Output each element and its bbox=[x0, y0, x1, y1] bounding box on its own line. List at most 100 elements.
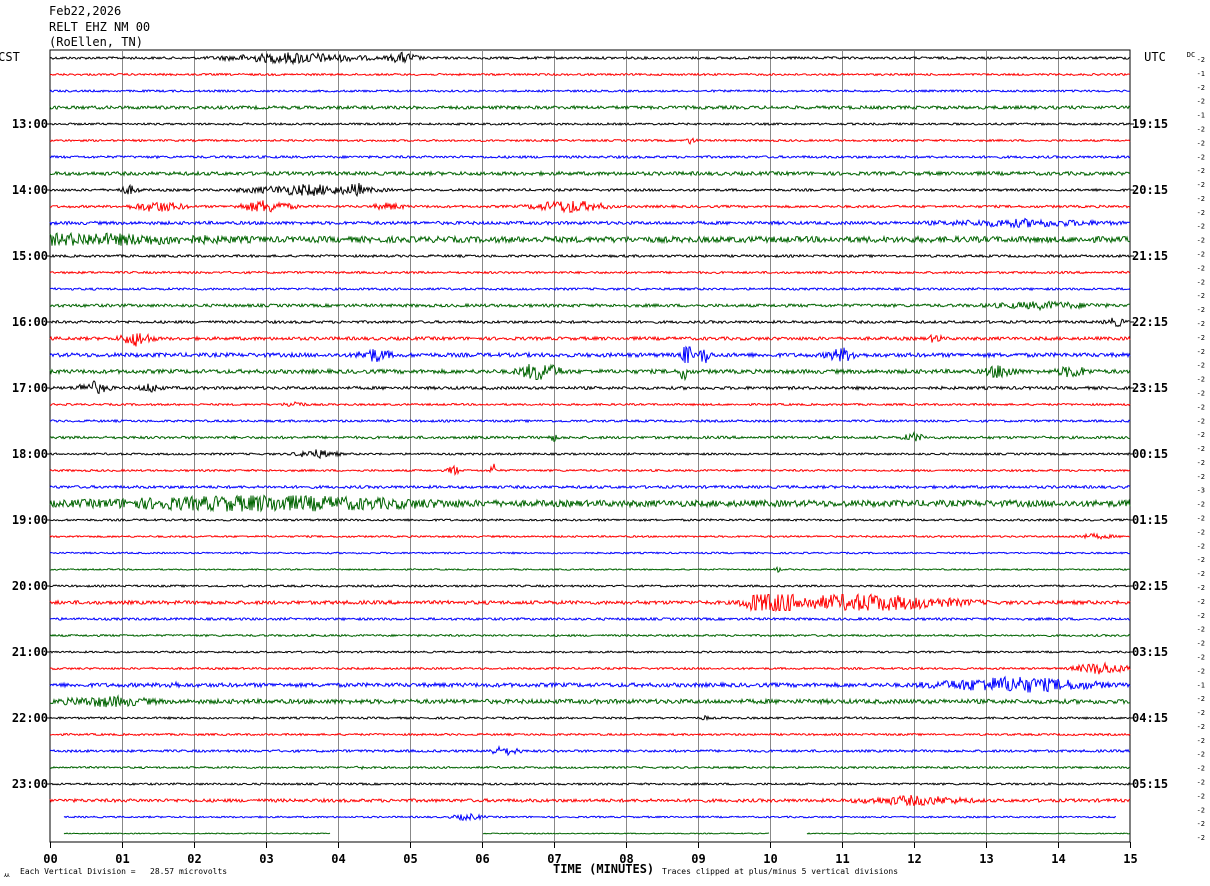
right-hour-label: 20:15 bbox=[1132, 183, 1168, 197]
dc-offset-label: -2 bbox=[1197, 306, 1205, 314]
dc-offset-label: -2 bbox=[1197, 723, 1205, 731]
x-tick-label: 13 bbox=[979, 852, 993, 866]
dc-offset-label: -2 bbox=[1197, 56, 1205, 64]
dc-offset-label: -2 bbox=[1197, 445, 1205, 453]
dc-offset-label: -2 bbox=[1197, 612, 1205, 620]
seismic-trace bbox=[49, 317, 1130, 328]
x-tick-label: 02 bbox=[187, 852, 201, 866]
seismic-trace bbox=[49, 170, 1131, 177]
dc-offset-label: -2 bbox=[1197, 209, 1205, 217]
dc-offset-label: -2 bbox=[1197, 223, 1205, 231]
header-location: (RoEllen, TN) bbox=[49, 35, 143, 49]
chart-grid bbox=[46, 49, 1134, 848]
right-hour-label: 21:15 bbox=[1132, 249, 1168, 263]
seismic-trace bbox=[49, 51, 1131, 66]
seismic-trace bbox=[49, 217, 1131, 229]
right-hour-label: 05:15 bbox=[1132, 777, 1168, 791]
right-hour-label: 02:15 bbox=[1132, 579, 1168, 593]
dc-offset-label: -2 bbox=[1197, 195, 1205, 203]
seismic-trace bbox=[49, 286, 1131, 292]
seismic-trace bbox=[49, 714, 1131, 722]
right-hour-label: 19:15 bbox=[1132, 117, 1168, 131]
chart-labels: 00 01 02 03 04 05 06 07 08 09 10 11 12 13 14 15 CST UTC DC… bbox=[0, 50, 1205, 866]
chart-traces bbox=[49, 51, 1131, 835]
dc-offset-label: -2 bbox=[1197, 376, 1205, 384]
dc-offset-label: -2 bbox=[1197, 556, 1205, 564]
dc-offset-label: -2 bbox=[1197, 765, 1205, 773]
dc-offset-label: -2 bbox=[1197, 667, 1205, 675]
dc-offset-label: -2 bbox=[1197, 264, 1205, 272]
left-axis-title: CST bbox=[0, 50, 20, 64]
seismic-trace bbox=[50, 253, 1131, 259]
dc-offset-label: -2 bbox=[1197, 528, 1205, 536]
x-axis-title: TIME (MINUTES) bbox=[553, 862, 655, 876]
dc-label: DC bbox=[1187, 51, 1195, 59]
dc-offset-label: -2 bbox=[1197, 820, 1205, 828]
footer-clipping-note: Traces clipped at plus/minus 5 vertical … bbox=[662, 867, 899, 876]
dc-offset-label: -2 bbox=[1197, 348, 1205, 356]
seismic-trace bbox=[49, 345, 1131, 364]
x-tick-label: 12 bbox=[907, 852, 921, 866]
x-tick-label: 00 bbox=[43, 852, 57, 866]
dc-offset-label: -2 bbox=[1197, 167, 1205, 175]
seismic-trace bbox=[49, 449, 1131, 460]
seismic-trace bbox=[49, 732, 1131, 737]
right-hour-label: 23:15 bbox=[1132, 381, 1168, 395]
seismic-trace bbox=[49, 104, 1131, 111]
dc-offset-label: -2 bbox=[1197, 501, 1205, 509]
seismic-trace bbox=[49, 137, 1131, 145]
dc-offset-label: -3 bbox=[1197, 487, 1205, 495]
seismic-trace bbox=[49, 494, 1131, 513]
dc-offset-label: -2 bbox=[1197, 389, 1205, 397]
right-hour-label: 01:15 bbox=[1132, 513, 1168, 527]
left-hour-label: 20:00 bbox=[12, 579, 48, 593]
dc-offset-label: -2 bbox=[1197, 320, 1205, 328]
seismic-trace bbox=[49, 401, 1131, 407]
right-hour-label: 03:15 bbox=[1132, 645, 1168, 659]
left-hour-label: 13:00 bbox=[12, 117, 48, 131]
seismic-trace bbox=[49, 154, 1131, 160]
dc-offset-label: -2 bbox=[1197, 584, 1205, 592]
dc-offset-label: -2 bbox=[1197, 695, 1205, 703]
dc-offset-label: -2 bbox=[1197, 251, 1205, 259]
seismic-trace bbox=[49, 121, 1131, 127]
footer-vertical-division: Each Vertical Division = 28.57 microvolt… bbox=[20, 867, 228, 876]
seismic-trace bbox=[49, 532, 1131, 540]
dc-offset-label: -2 bbox=[1197, 751, 1205, 759]
seismic-trace bbox=[49, 88, 1130, 94]
x-tick-label: 15 bbox=[1123, 852, 1137, 866]
dc-offset-label: -2 bbox=[1197, 834, 1205, 842]
seismic-trace bbox=[49, 551, 1131, 555]
seismic-trace bbox=[49, 72, 1131, 77]
seismic-trace bbox=[49, 182, 1130, 198]
seismic-trace bbox=[49, 745, 1131, 757]
seismic-trace bbox=[49, 650, 1131, 654]
x-tick-label: 01 bbox=[115, 852, 129, 866]
header-date: Feb22,2026 bbox=[49, 4, 122, 18]
dc-offset-label: -2 bbox=[1197, 709, 1205, 717]
left-hour-label: 22:00 bbox=[12, 711, 48, 725]
seismic-trace bbox=[49, 794, 1131, 807]
seismic-trace bbox=[49, 694, 1131, 708]
left-hour-label: 18:00 bbox=[12, 447, 48, 461]
right-axis-title: UTC bbox=[1144, 50, 1166, 64]
dc-offset-label: -2 bbox=[1197, 806, 1205, 814]
dc-offset-label: -2 bbox=[1197, 334, 1205, 342]
dc-offset-label: -1 bbox=[1197, 70, 1205, 78]
x-tick-label: 09 bbox=[691, 852, 705, 866]
seismic-trace bbox=[49, 765, 1131, 771]
seismic-trace bbox=[63, 812, 1117, 822]
seismic-trace bbox=[49, 200, 1131, 214]
right-hour-label: 22:15 bbox=[1132, 315, 1168, 329]
dc-offset-label: -1 bbox=[1197, 112, 1205, 120]
dc-offset-label: -2 bbox=[1197, 515, 1205, 523]
x-tick-label: 10 bbox=[763, 852, 777, 866]
dc-offset-label: -2 bbox=[1197, 792, 1205, 800]
x-tick-label: 07 bbox=[547, 852, 561, 866]
right-hour-label: 00:15 bbox=[1132, 447, 1168, 461]
seismic-trace bbox=[49, 633, 1131, 638]
seismic-trace bbox=[49, 418, 1131, 424]
x-tick-label: 11 bbox=[835, 852, 849, 866]
dc-offset-label: -2 bbox=[1197, 139, 1205, 147]
